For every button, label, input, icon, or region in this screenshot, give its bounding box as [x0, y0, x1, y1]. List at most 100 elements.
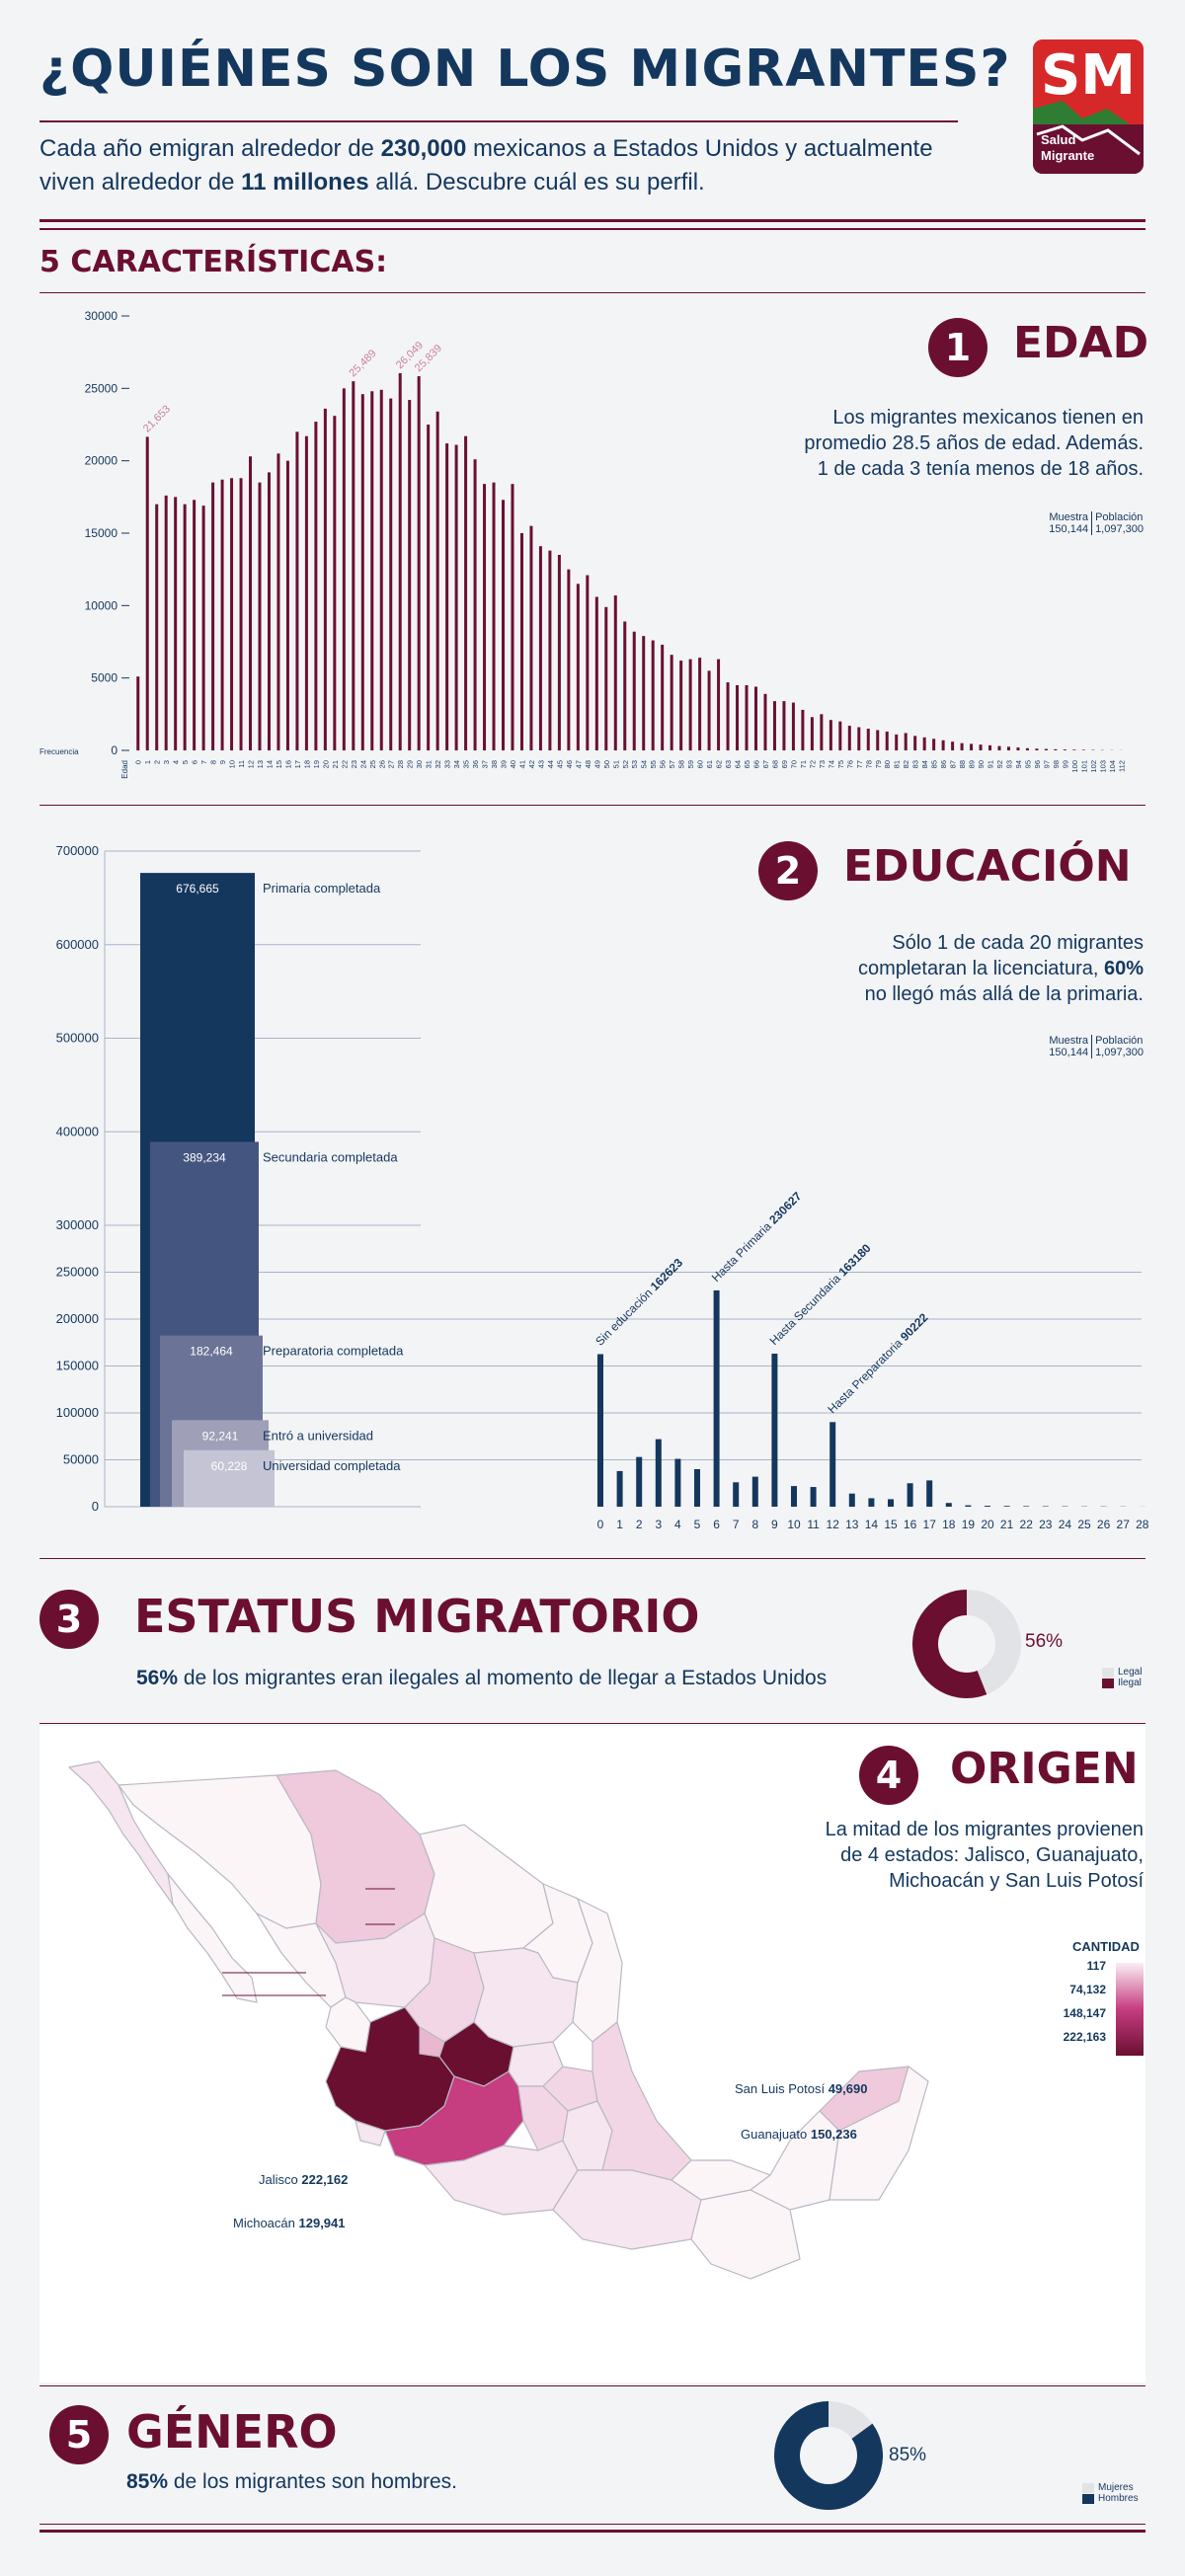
x-tick-label: 96	[1033, 760, 1042, 768]
x-tick-label: 86	[939, 760, 948, 768]
age-bar	[745, 685, 749, 750]
x-tick-label: 18	[942, 1518, 956, 1531]
x-tick-label: 24	[1059, 1518, 1072, 1531]
age-bar	[857, 727, 861, 750]
age-bar	[1063, 749, 1066, 750]
age-bar	[1025, 747, 1029, 750]
x-tick-label: 99	[1061, 760, 1069, 768]
divider	[40, 219, 1146, 222]
x-tick-label: 78	[864, 760, 873, 768]
callout-michoacan: Michoacán 129,941	[233, 2216, 346, 2230]
age-bar	[632, 631, 636, 750]
age-bar	[352, 381, 356, 750]
intro-text: Cada año emigran alrededor de 230,000 me…	[40, 132, 988, 199]
desc-line: Michoacán y San Luis Potosí	[889, 1870, 1144, 1892]
x-tick-label: 24	[358, 760, 367, 768]
estatus-title: ESTATUS MIGRATORIO	[134, 1590, 700, 1643]
bar-value-label: 676,665	[176, 882, 219, 896]
x-tick-label: 3	[162, 760, 171, 764]
callout-value: 222,162	[301, 2172, 349, 2187]
x-tick-label: 42	[527, 760, 536, 768]
map-san-luis-potosi	[473, 1947, 579, 2048]
age-bar	[267, 472, 271, 750]
years-bar	[791, 1486, 797, 1507]
x-tick-label: 27	[387, 760, 396, 768]
origen-legend-title: CANTIDAD	[1072, 1939, 1140, 1954]
age-bar	[164, 495, 168, 750]
x-tick-label: 17	[923, 1518, 937, 1531]
x-tick-label: 72	[808, 760, 817, 768]
age-bar	[1044, 748, 1048, 750]
x-tick-label: 14	[265, 760, 274, 768]
years-annotation: Hasta Preparatoria 90222	[825, 1310, 930, 1416]
age-bar	[707, 670, 711, 750]
donut-slice	[966, 1590, 1021, 1695]
age-bar	[136, 676, 140, 750]
intro-part: allá. Descubre cuál es su perfil.	[368, 169, 705, 195]
y-tick-label: 15000	[85, 526, 118, 540]
age-bar	[801, 709, 805, 750]
x-tick-label: 91	[987, 760, 995, 768]
y-tick-label: 300000	[56, 1217, 99, 1232]
age-bar	[464, 435, 468, 750]
desc-line: de 4 estados: Jalisco, Guanajuato,	[840, 1844, 1144, 1866]
genero-legend: Mujeres Hombres	[1082, 2482, 1139, 2504]
x-tick-label: 104	[1108, 760, 1117, 773]
x-tick-label: 60	[696, 760, 705, 768]
y-tick-label: 25000	[85, 381, 118, 395]
desc-line: no llegó más allá de la primaria.	[864, 983, 1144, 1005]
x-tick-label: 102	[1089, 760, 1098, 773]
legend-item: Mujeres	[1082, 2482, 1139, 2493]
callout-guanajuato: Guanajuato 150,236	[741, 2127, 857, 2142]
legend-value: 74,132	[1069, 1983, 1106, 1996]
desc-line: promedio 28.5 años de edad. Además.	[804, 432, 1144, 454]
age-bar	[408, 400, 412, 750]
age-bar	[548, 550, 552, 750]
x-tick-label: 79	[874, 760, 883, 768]
x-tick-label: 29	[406, 760, 415, 768]
estatus-donut	[912, 1590, 1021, 1698]
genero-highlight: 85%	[126, 2470, 169, 2493]
x-tick-label: 28	[396, 760, 405, 768]
legend-label: Legal	[1118, 1667, 1143, 1678]
age-bar	[904, 733, 908, 750]
x-tick-label: 49	[592, 760, 601, 768]
x-tick-label: 15	[275, 760, 283, 768]
bar-category-label: Preparatoria completada	[263, 1344, 404, 1359]
age-bar	[810, 717, 814, 750]
x-tick-label: 36	[471, 760, 480, 768]
logo-line2: Migrante	[1041, 148, 1095, 163]
age-bar	[670, 655, 673, 750]
age-bar	[295, 431, 299, 750]
age-bar	[435, 411, 439, 750]
age-bar	[997, 745, 1001, 750]
annotation-value: 90222	[898, 1310, 931, 1344]
x-tick-label: 76	[845, 760, 854, 768]
map-coahuila	[419, 1824, 554, 1954]
age-bar	[726, 682, 730, 750]
callout-value: 129,941	[298, 2216, 346, 2230]
age-bar	[922, 737, 926, 750]
age-bar	[941, 740, 945, 750]
callout-jalisco: Jalisco 222,162	[259, 2172, 348, 2187]
section-number-2: 2	[758, 841, 818, 900]
mexico-map	[67, 1760, 929, 2280]
divider	[40, 2385, 1146, 2386]
x-tick-label: 92	[995, 760, 1004, 768]
origen-legend-values: 117 74,132 148,147 222,163	[1047, 1959, 1106, 2054]
intro-highlight: 11 millones	[241, 169, 369, 195]
age-bar	[594, 596, 598, 750]
age-bar	[885, 731, 889, 750]
x-tick-label: 10	[228, 760, 237, 768]
divider	[40, 2524, 1146, 2525]
y-tick-label: 500000	[56, 1031, 99, 1046]
intro-part: viven alrededor de	[40, 169, 242, 195]
age-bar	[782, 701, 786, 750]
x-tick-label: 41	[517, 760, 526, 768]
years-bar	[597, 1354, 603, 1507]
bar-value-label: 389,234	[183, 1150, 226, 1164]
divider	[40, 2530, 1146, 2533]
age-bar	[427, 425, 431, 750]
age-bar	[304, 435, 308, 750]
years-bar	[985, 1506, 990, 1507]
